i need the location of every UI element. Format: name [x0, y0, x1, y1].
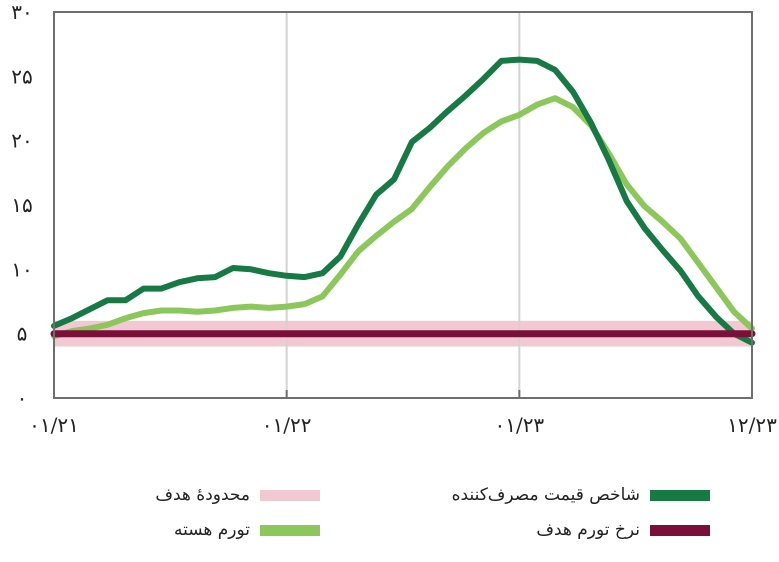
plot-frame — [53, 11, 753, 399]
legend-item-core: تورم هسته — [174, 520, 320, 540]
legend-swatch-target-rate — [650, 524, 710, 536]
legend-label-core: تورم هسته — [173, 520, 250, 540]
legend-swatch-core — [260, 524, 320, 536]
legend-label-cpi: شاخص قیمت مصرف‌کننده — [451, 485, 640, 505]
series-line-1 — [51, 95, 755, 340]
legend-label-target-band: محدودهٔ هدف — [155, 485, 250, 505]
legend-item-cpi: شاخص قیمت مصرف‌کننده — [452, 485, 710, 505]
x-tick-label: ۰۱/۲۱ — [29, 413, 79, 437]
y-tick-label: ۱۰ — [11, 257, 32, 281]
y-tick-label: ۵ — [17, 322, 28, 346]
x-tick-label: ۰۱/۲۳ — [494, 413, 544, 437]
legend-item-target-band: محدودهٔ هدف — [155, 485, 320, 505]
legend-item-target-rate: نرخ تورم هدف — [536, 520, 710, 540]
x-tick-label: ۱۲/۲۳ — [727, 413, 777, 437]
series-line-0 — [51, 56, 755, 346]
inflation-chart: ۰۱/۲۱ ۰۱/۲۲ ۰۱/۲۳ ۱۲/۲۳ ۰ ۵ ۱۰ ۱۵ ۲۰ ۲۵ ۳۰ — [11, 0, 777, 437]
y-tick-label: ۲۰ — [11, 129, 32, 153]
y-tick-label: ۰ — [17, 386, 28, 410]
y-tick-label: ۱۵ — [11, 193, 32, 217]
x-tick-label: ۰۱/۲۲ — [262, 413, 312, 437]
legend-label-target-rate: نرخ تورم هدف — [536, 520, 640, 540]
y-tick-label: ۳۰ — [11, 0, 32, 24]
legend: شاخص قیمت مصرف‌کننده محدودهٔ هدف نرخ تور… — [60, 480, 740, 550]
y-tick-label: ۲۵ — [11, 64, 32, 88]
legend-swatch-target-band — [260, 489, 320, 501]
legend-swatch-cpi — [650, 489, 710, 501]
